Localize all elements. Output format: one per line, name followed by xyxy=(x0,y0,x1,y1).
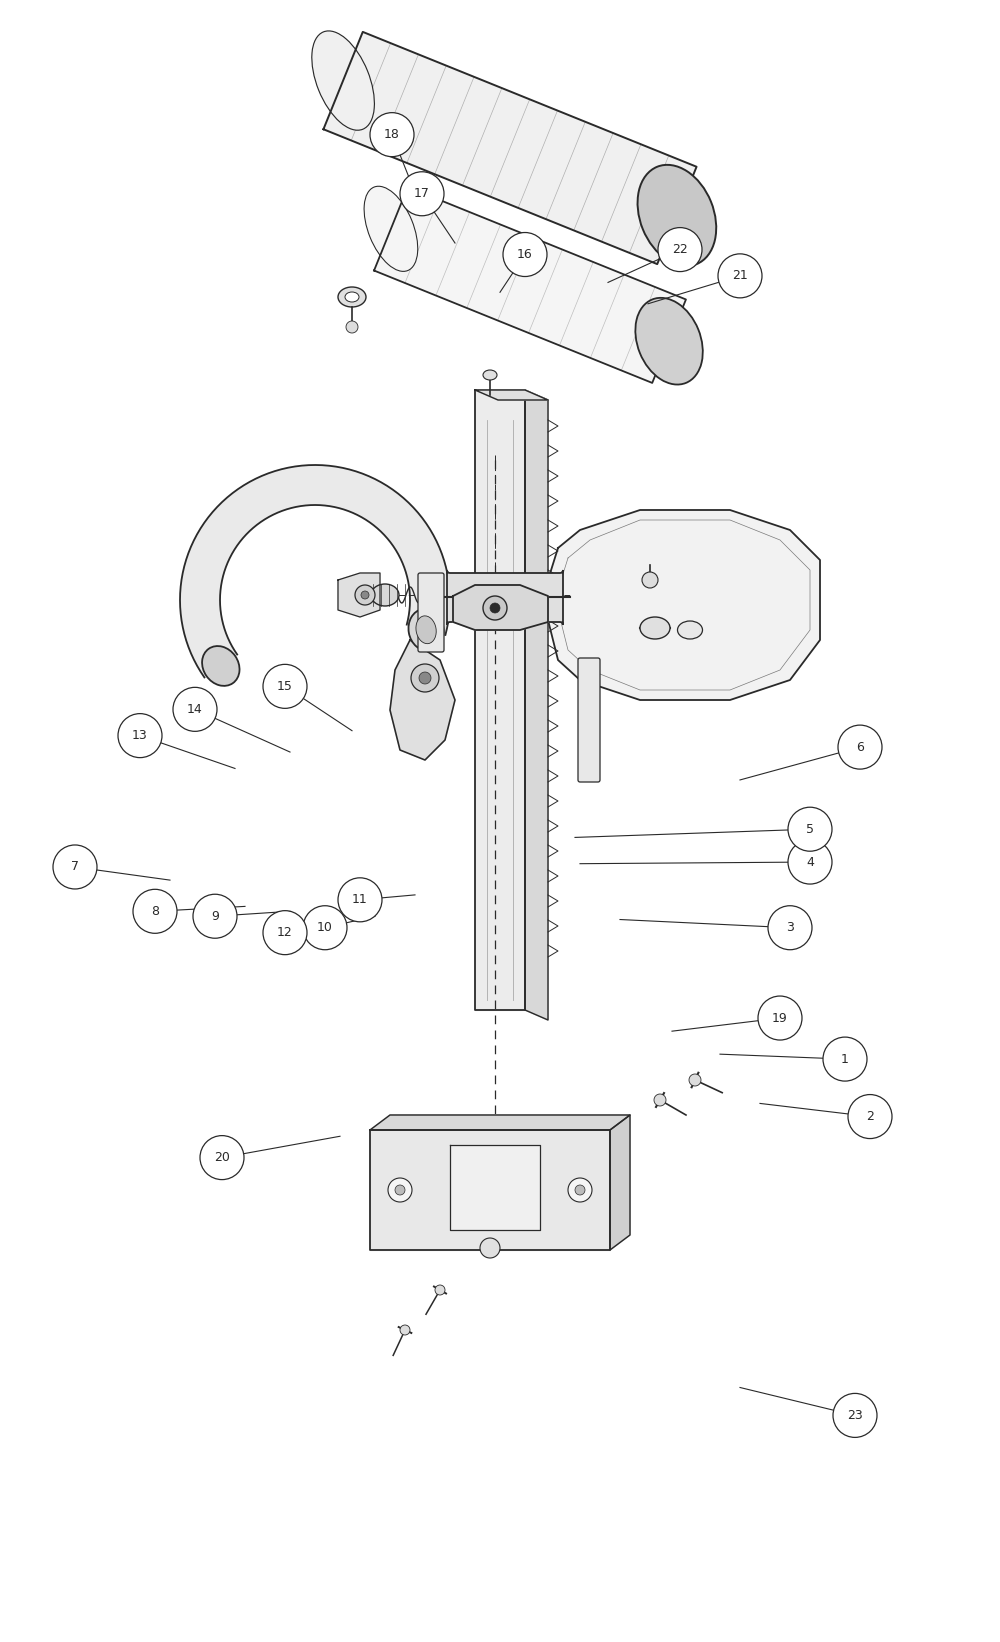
Circle shape xyxy=(838,726,882,768)
Circle shape xyxy=(483,596,507,621)
Circle shape xyxy=(503,233,547,276)
Circle shape xyxy=(118,714,162,757)
Polygon shape xyxy=(374,187,686,383)
Polygon shape xyxy=(525,391,548,1020)
Circle shape xyxy=(370,113,414,156)
Text: 19: 19 xyxy=(772,1011,788,1025)
FancyBboxPatch shape xyxy=(447,570,563,626)
Ellipse shape xyxy=(345,292,359,302)
Text: 21: 21 xyxy=(732,269,748,282)
Circle shape xyxy=(361,591,369,599)
Text: 7: 7 xyxy=(71,860,79,874)
Circle shape xyxy=(490,603,500,612)
Circle shape xyxy=(395,1186,405,1195)
Polygon shape xyxy=(453,585,548,631)
Polygon shape xyxy=(370,1115,630,1130)
Polygon shape xyxy=(475,391,548,401)
Circle shape xyxy=(758,997,802,1039)
Polygon shape xyxy=(475,391,525,1010)
Circle shape xyxy=(654,1094,666,1107)
Ellipse shape xyxy=(202,645,240,686)
Circle shape xyxy=(200,1136,244,1179)
Text: 14: 14 xyxy=(187,703,203,716)
Circle shape xyxy=(689,1074,701,1085)
Text: 20: 20 xyxy=(214,1151,230,1164)
FancyBboxPatch shape xyxy=(578,658,600,782)
Circle shape xyxy=(411,663,439,691)
Text: 5: 5 xyxy=(806,823,814,836)
Text: 1: 1 xyxy=(841,1053,849,1066)
Circle shape xyxy=(768,906,812,949)
Text: 8: 8 xyxy=(151,905,159,918)
Text: 17: 17 xyxy=(414,187,430,200)
Circle shape xyxy=(133,890,177,933)
Circle shape xyxy=(400,1325,410,1335)
Ellipse shape xyxy=(483,369,497,379)
Text: 9: 9 xyxy=(211,910,219,923)
Text: 4: 4 xyxy=(806,855,814,869)
Circle shape xyxy=(435,1286,445,1296)
Circle shape xyxy=(848,1095,892,1138)
FancyBboxPatch shape xyxy=(418,573,444,652)
Ellipse shape xyxy=(678,621,702,639)
Text: 16: 16 xyxy=(517,248,533,261)
Ellipse shape xyxy=(371,585,399,606)
Circle shape xyxy=(823,1038,867,1080)
Circle shape xyxy=(833,1394,877,1437)
Circle shape xyxy=(788,841,832,883)
Circle shape xyxy=(355,585,375,604)
Ellipse shape xyxy=(638,164,716,266)
Polygon shape xyxy=(180,465,450,678)
Ellipse shape xyxy=(338,287,366,307)
Circle shape xyxy=(419,672,431,685)
Text: 13: 13 xyxy=(132,729,148,742)
Ellipse shape xyxy=(408,609,444,650)
Circle shape xyxy=(642,571,658,588)
Circle shape xyxy=(388,1177,412,1202)
Circle shape xyxy=(658,228,702,271)
Ellipse shape xyxy=(635,297,703,384)
Ellipse shape xyxy=(312,31,374,130)
Polygon shape xyxy=(338,573,380,617)
Polygon shape xyxy=(323,31,697,264)
Circle shape xyxy=(718,255,762,297)
Circle shape xyxy=(263,911,307,954)
Polygon shape xyxy=(548,511,820,699)
Polygon shape xyxy=(390,640,455,760)
Circle shape xyxy=(788,808,832,851)
Polygon shape xyxy=(450,1144,540,1230)
Circle shape xyxy=(480,1238,500,1258)
Text: 3: 3 xyxy=(786,921,794,934)
Text: 15: 15 xyxy=(277,680,293,693)
Ellipse shape xyxy=(640,617,670,639)
Circle shape xyxy=(303,906,347,949)
Polygon shape xyxy=(370,1130,610,1250)
Circle shape xyxy=(53,846,97,888)
Text: 11: 11 xyxy=(352,893,368,906)
Text: 22: 22 xyxy=(672,243,688,256)
Circle shape xyxy=(346,320,358,333)
Text: 2: 2 xyxy=(866,1110,874,1123)
Circle shape xyxy=(173,688,217,731)
Circle shape xyxy=(193,895,237,938)
Circle shape xyxy=(338,878,382,921)
Circle shape xyxy=(263,665,307,708)
Text: 18: 18 xyxy=(384,128,400,141)
Text: 23: 23 xyxy=(847,1409,863,1422)
Ellipse shape xyxy=(416,616,436,644)
Circle shape xyxy=(568,1177,592,1202)
Circle shape xyxy=(575,1186,585,1195)
Text: 6: 6 xyxy=(856,741,864,754)
Polygon shape xyxy=(610,1115,630,1250)
Circle shape xyxy=(400,172,444,215)
Text: 10: 10 xyxy=(317,921,333,934)
Text: 12: 12 xyxy=(277,926,293,939)
Ellipse shape xyxy=(364,186,418,271)
